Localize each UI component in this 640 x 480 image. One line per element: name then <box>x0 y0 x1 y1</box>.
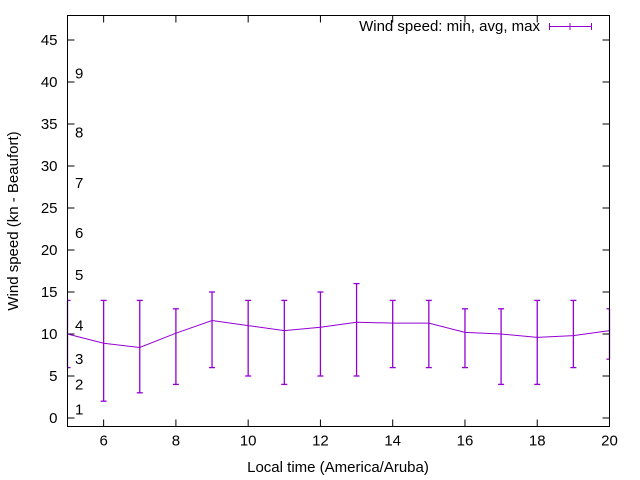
y-tick-label: 20 <box>41 242 58 259</box>
beaufort-label: 7 <box>75 175 83 192</box>
beaufort-label: 8 <box>75 124 83 141</box>
y-tick-label: 15 <box>41 284 58 301</box>
x-tick-label: 18 <box>529 433 546 450</box>
beaufort-label: 5 <box>75 267 83 284</box>
beaufort-label: 9 <box>75 66 83 83</box>
y-axis-label: Wind speed (kn - Beaufort) <box>5 131 22 310</box>
beaufort-label: 1 <box>75 402 83 419</box>
plot-border <box>67 15 610 427</box>
x-tick-label: 8 <box>172 433 180 450</box>
y-tick-label: 30 <box>41 158 58 175</box>
x-axis-label: Local time (America/Aruba) <box>247 459 429 476</box>
y-tick-label: 25 <box>41 200 58 217</box>
x-tick-label: 16 <box>457 433 474 450</box>
y-tick-label: 5 <box>49 368 57 385</box>
x-tick-label: 20 <box>601 433 618 450</box>
y-tick-label: 10 <box>41 326 58 343</box>
avg-line <box>67 320 610 348</box>
legend-label: Wind speed: min, avg, max <box>359 18 540 35</box>
legend: Wind speed: min, avg, max <box>359 18 592 35</box>
x-tick-label: 10 <box>240 433 257 450</box>
y-tick-label: 45 <box>41 32 58 49</box>
x-tick-label: 14 <box>384 433 401 450</box>
x-tick-label: 12 <box>312 433 329 450</box>
x-tick-label: 6 <box>99 433 107 450</box>
y-tick-label: 0 <box>49 410 57 427</box>
y-tick-label: 40 <box>41 74 58 91</box>
beaufort-label: 2 <box>75 376 83 393</box>
beaufort-label: 6 <box>75 225 83 242</box>
y-tick-label: 35 <box>41 116 58 133</box>
legend-errorbar-sample <box>549 23 592 30</box>
beaufort-label: 3 <box>75 351 83 368</box>
beaufort-label: 4 <box>75 318 83 335</box>
